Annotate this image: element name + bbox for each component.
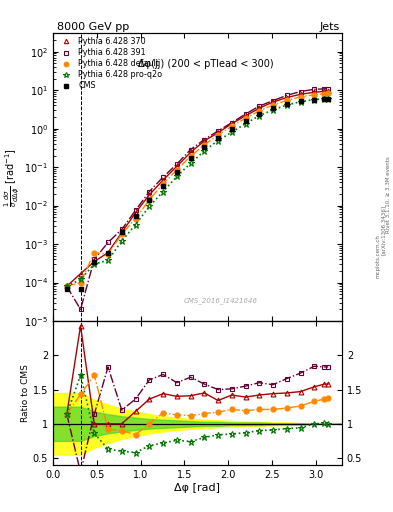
Pythia 6.428 391 bbox=[285, 92, 289, 98]
Pythia 6.428 370 bbox=[92, 259, 97, 265]
Line: Pythia 6.428 default: Pythia 6.428 default bbox=[64, 91, 331, 289]
Pythia 6.428 370 bbox=[64, 283, 69, 289]
Pythia 6.428 default bbox=[92, 249, 97, 255]
Pythia 6.428 370 bbox=[188, 150, 193, 156]
Pythia 6.428 pro-q2o bbox=[202, 148, 207, 154]
Pythia 6.428 391 bbox=[161, 174, 165, 180]
Pythia 6.428 default bbox=[230, 123, 234, 130]
Legend: Pythia 6.428 370, Pythia 6.428 391, Pythia 6.428 default, Pythia 6.428 pro-q2o, : Pythia 6.428 370, Pythia 6.428 391, Pyth… bbox=[55, 36, 164, 92]
Text: Jets: Jets bbox=[320, 22, 340, 32]
Pythia 6.428 default bbox=[312, 92, 317, 98]
Pythia 6.428 pro-q2o bbox=[326, 96, 331, 102]
Pythia 6.428 default bbox=[202, 142, 207, 148]
Line: Pythia 6.428 370: Pythia 6.428 370 bbox=[64, 89, 331, 289]
Pythia 6.428 default bbox=[298, 94, 303, 100]
Pythia 6.428 391 bbox=[271, 97, 275, 103]
Pythia 6.428 370 bbox=[298, 91, 303, 97]
Pythia 6.428 default bbox=[64, 283, 69, 289]
Pythia 6.428 pro-q2o bbox=[243, 120, 248, 126]
Pythia 6.428 370 bbox=[133, 210, 138, 216]
Pythia 6.428 391 bbox=[174, 161, 179, 167]
Pythia 6.428 default bbox=[216, 132, 220, 138]
Pythia 6.428 370 bbox=[202, 138, 207, 144]
Pythia 6.428 370 bbox=[243, 113, 248, 119]
Line: Pythia 6.428 pro-q2o: Pythia 6.428 pro-q2o bbox=[64, 96, 331, 289]
Pythia 6.428 pro-q2o bbox=[174, 174, 179, 180]
Pythia 6.428 391 bbox=[216, 128, 220, 134]
Pythia 6.428 default bbox=[161, 181, 165, 187]
Pythia 6.428 391 bbox=[298, 89, 303, 95]
Pythia 6.428 391 bbox=[230, 120, 234, 126]
Pythia 6.428 pro-q2o bbox=[322, 96, 327, 102]
Pythia 6.428 370 bbox=[78, 271, 83, 277]
Text: mcplots.cern.ch: mcplots.cern.ch bbox=[376, 234, 381, 278]
Pythia 6.428 pro-q2o bbox=[188, 160, 193, 166]
Pythia 6.428 default bbox=[119, 231, 124, 237]
Pythia 6.428 pro-q2o bbox=[161, 188, 165, 195]
Text: Rivet 3.1.10, ≥ 3.3M events: Rivet 3.1.10, ≥ 3.3M events bbox=[386, 156, 391, 233]
Pythia 6.428 391 bbox=[257, 103, 262, 109]
Pythia 6.428 default bbox=[174, 167, 179, 173]
Pythia 6.428 default bbox=[257, 108, 262, 114]
Pythia 6.428 391 bbox=[243, 111, 248, 117]
Pythia 6.428 default bbox=[271, 102, 275, 108]
Pythia 6.428 391 bbox=[106, 240, 110, 246]
Pythia 6.428 391 bbox=[202, 137, 207, 143]
Pythia 6.428 370 bbox=[230, 120, 234, 126]
Pythia 6.428 pro-q2o bbox=[78, 276, 83, 283]
Pythia 6.428 370 bbox=[322, 88, 327, 94]
Pythia 6.428 pro-q2o bbox=[147, 203, 152, 209]
Pythia 6.428 370 bbox=[312, 89, 317, 95]
Pythia 6.428 default bbox=[188, 153, 193, 159]
Pythia 6.428 391 bbox=[312, 86, 317, 92]
X-axis label: Δφ [rad]: Δφ [rad] bbox=[174, 482, 220, 493]
Pythia 6.428 370 bbox=[147, 192, 152, 198]
Pythia 6.428 default bbox=[133, 216, 138, 222]
Pythia 6.428 370 bbox=[257, 105, 262, 111]
Text: CMS_2016_I1421646: CMS_2016_I1421646 bbox=[184, 297, 257, 304]
Pythia 6.428 391 bbox=[78, 306, 83, 312]
Pythia 6.428 pro-q2o bbox=[92, 261, 97, 267]
Pythia 6.428 pro-q2o bbox=[257, 113, 262, 119]
Pythia 6.428 370 bbox=[106, 249, 110, 255]
Text: [arXiv:1306.3436]: [arXiv:1306.3436] bbox=[381, 205, 386, 255]
Text: 8000 GeV pp: 8000 GeV pp bbox=[57, 22, 129, 32]
Pythia 6.428 391 bbox=[147, 188, 152, 195]
Pythia 6.428 370 bbox=[216, 130, 220, 136]
Pythia 6.428 370 bbox=[161, 177, 165, 183]
Pythia 6.428 370 bbox=[285, 95, 289, 101]
Pythia 6.428 pro-q2o bbox=[119, 238, 124, 244]
Y-axis label: Ratio to CMS: Ratio to CMS bbox=[21, 364, 30, 422]
Pythia 6.428 391 bbox=[133, 207, 138, 214]
Pythia 6.428 391 bbox=[92, 257, 97, 263]
Pythia 6.428 pro-q2o bbox=[64, 283, 69, 289]
Pythia 6.428 pro-q2o bbox=[133, 222, 138, 228]
Pythia 6.428 370 bbox=[119, 229, 124, 236]
Pythia 6.428 pro-q2o bbox=[216, 137, 220, 143]
Line: Pythia 6.428 391: Pythia 6.428 391 bbox=[64, 86, 331, 312]
Pythia 6.428 pro-q2o bbox=[271, 106, 275, 113]
Pythia 6.428 391 bbox=[64, 283, 69, 289]
Pythia 6.428 370 bbox=[174, 163, 179, 169]
Y-axis label: $\frac{1}{\sigma}\frac{d\sigma}{d\Delta\phi}$ [rad$^{-1}$]: $\frac{1}{\sigma}\frac{d\sigma}{d\Delta\… bbox=[2, 148, 21, 206]
Pythia 6.428 default bbox=[243, 115, 248, 121]
Text: Δφ(jj) (200 < pTlead < 300): Δφ(jj) (200 < pTlead < 300) bbox=[138, 59, 274, 69]
Pythia 6.428 pro-q2o bbox=[298, 99, 303, 105]
Pythia 6.428 default bbox=[106, 251, 110, 257]
Pythia 6.428 default bbox=[147, 197, 152, 203]
Pythia 6.428 391 bbox=[322, 86, 327, 92]
Pythia 6.428 default bbox=[285, 97, 289, 103]
Pythia 6.428 391 bbox=[119, 226, 124, 232]
Pythia 6.428 default bbox=[78, 280, 83, 286]
Pythia 6.428 pro-q2o bbox=[230, 129, 234, 135]
Pythia 6.428 pro-q2o bbox=[312, 96, 317, 102]
Pythia 6.428 370 bbox=[326, 88, 331, 94]
Pythia 6.428 default bbox=[322, 91, 327, 97]
Pythia 6.428 pro-q2o bbox=[106, 257, 110, 263]
Pythia 6.428 default bbox=[326, 91, 331, 97]
Pythia 6.428 370 bbox=[271, 99, 275, 105]
Pythia 6.428 391 bbox=[326, 86, 331, 92]
Pythia 6.428 391 bbox=[188, 146, 193, 153]
Pythia 6.428 pro-q2o bbox=[285, 102, 289, 108]
